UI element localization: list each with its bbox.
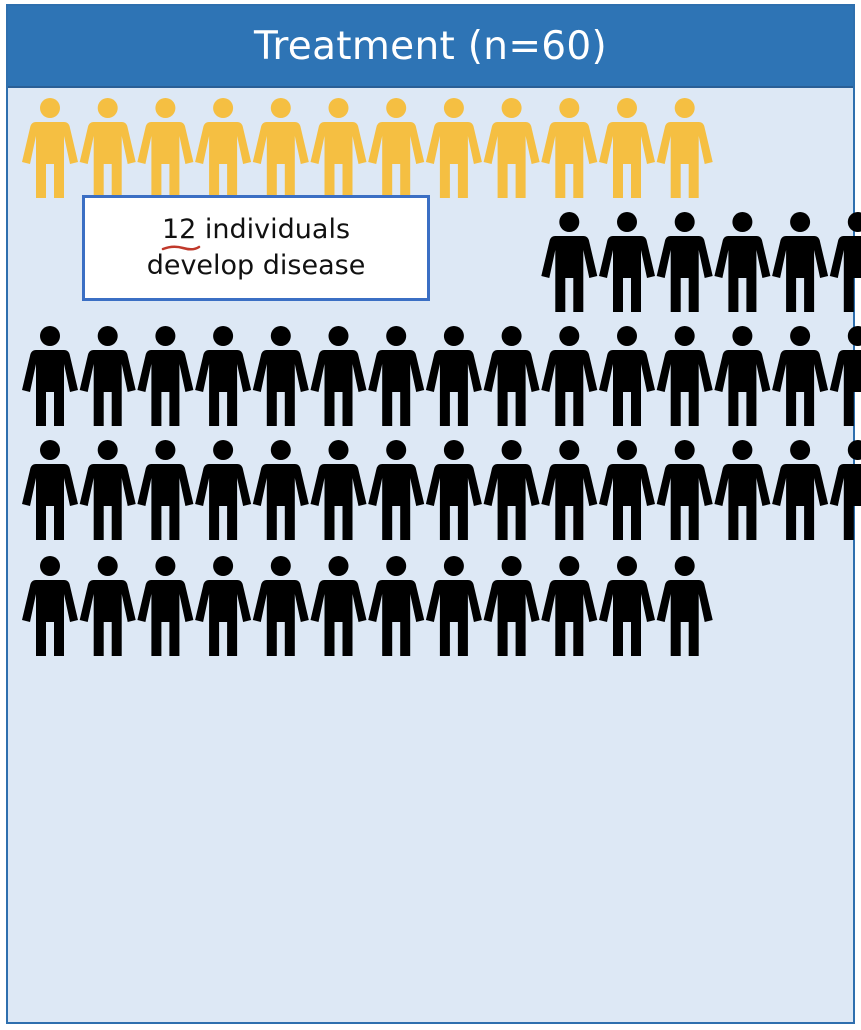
person-icon-unaffected [483,556,540,656]
person-icon-unaffected [368,326,425,426]
person-icon-unaffected [829,440,861,540]
person-icon-unaffected [714,440,771,540]
person-icon-unaffected [310,440,367,540]
person-icon-affected [599,98,655,198]
person-icon-unaffected [541,556,598,656]
person-icon-unaffected [599,440,655,540]
person-icon-affected [656,98,713,198]
person-icon-unaffected [541,440,598,540]
person-icon-unaffected [772,440,829,540]
person-icon-affected [22,98,78,198]
person-icon-unaffected [252,440,309,540]
person-icon-affected [425,98,482,198]
person-icon-unaffected [310,326,367,426]
callout-text-rest: individuals [196,214,351,245]
person-icon-unaffected [425,326,482,426]
panel-header: Treatment (n=60) [8,6,853,88]
person-icon-unaffected [79,556,136,656]
person-icon-unaffected [137,440,194,540]
person-icon-unaffected [252,556,309,656]
person-icon-unaffected [656,326,713,426]
person-icon-unaffected [310,556,367,656]
person-icon-affected [483,98,540,198]
person-icon-unaffected [829,326,861,426]
person-icon-affected [137,98,194,198]
person-icon-unaffected [368,440,425,540]
person-icon-unaffected [252,326,309,426]
callout-line-2: develop disease [146,250,366,281]
person-icon-unaffected [656,556,713,656]
person-icon-unaffected [599,326,655,426]
callout-line-1: 12 individuals [85,212,427,251]
person-icon-unaffected [368,556,425,656]
person-icon-unaffected [656,212,713,312]
person-icon-affected [79,98,136,198]
person-icon-unaffected [829,212,861,312]
person-icon-unaffected [195,440,252,540]
person-icon-affected [195,98,252,198]
person-icon-unaffected [599,212,655,312]
person-icon-unaffected [22,556,78,656]
person-icon-unaffected [483,440,540,540]
count-underline [161,245,201,251]
person-icon-unaffected [22,440,78,540]
callout-box: 12 individuals develop disease [82,195,430,301]
person-icon-affected [252,98,309,198]
person-icon-unaffected [599,556,655,656]
person-icon-unaffected [137,556,194,656]
person-icon-affected [368,98,425,198]
person-icon-unaffected [714,326,771,426]
person-icon-unaffected [772,212,829,312]
person-icon-affected [310,98,367,198]
affected-count: 12 [161,212,201,251]
person-icon-unaffected [79,440,136,540]
person-icon-unaffected [656,440,713,540]
person-icon-unaffected [79,326,136,426]
person-icon-unaffected [541,212,598,312]
person-icon-unaffected [541,326,598,426]
person-icon-unaffected [425,556,482,656]
person-icon-unaffected [22,326,78,426]
panel-title: Treatment (n=60) [253,23,608,69]
person-icon-unaffected [772,326,829,426]
treatment-panel: Treatment (n=60) [6,4,855,1024]
person-icon-unaffected [195,326,252,426]
person-icon-unaffected [483,326,540,426]
person-icon-unaffected [195,556,252,656]
person-icon-unaffected [714,212,771,312]
person-icon-unaffected [137,326,194,426]
person-icon-affected [541,98,598,198]
person-icon-unaffected [425,440,482,540]
